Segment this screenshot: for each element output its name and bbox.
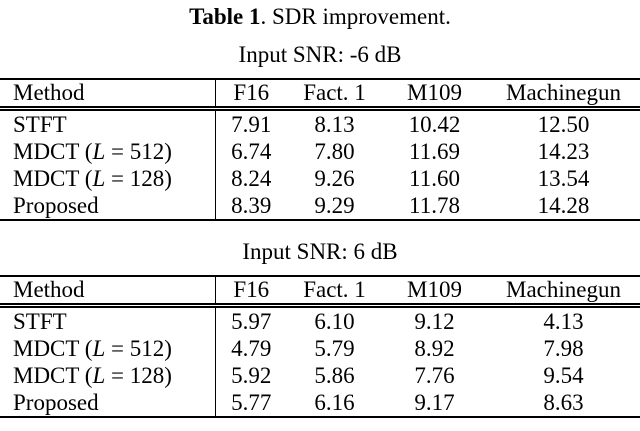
value-cell: 5.77 xyxy=(231,389,272,415)
method-label-post: = 512) xyxy=(105,138,172,164)
value-cell: 5.86 xyxy=(314,362,355,388)
table-row: MDCT (L = 512) 4.79 5.79 8.92 7.98 xyxy=(0,335,640,362)
method-math-var: L xyxy=(92,165,106,191)
value-cell: 6.74 xyxy=(231,138,272,164)
header-row: Method F16 Fact. 1 M109 Machinegun xyxy=(0,276,640,308)
column-header-method: Method xyxy=(0,79,216,111)
caption-text: . SDR improvement. xyxy=(260,4,451,29)
subtable-title-6db: Input SNR: 6 dB xyxy=(242,239,398,264)
value-cell: 4.13 xyxy=(543,308,584,334)
value-cell: 12.50 xyxy=(537,111,590,137)
method-label-post: = 512) xyxy=(105,335,172,361)
method-cell: MDCT (L = 512) xyxy=(0,138,216,165)
column-header-m109: M109 xyxy=(382,276,487,308)
value-cell: 9.29 xyxy=(314,192,355,218)
value-cell: 10.42 xyxy=(408,111,461,137)
table-caption: Table 1. SDR improvement. xyxy=(0,4,640,29)
value-cell: 6.16 xyxy=(314,389,355,415)
column-header-f16: F16 xyxy=(215,79,287,111)
method-cell: MDCT (L = 128) xyxy=(0,362,216,389)
value-cell: 8.92 xyxy=(414,335,455,361)
method-cell: Proposed xyxy=(0,192,216,220)
sdr-table-minus6db: Method F16 Fact. 1 M109 Machinegun STFT … xyxy=(0,78,640,221)
value-cell: 14.23 xyxy=(537,138,590,164)
column-header-f16: F16 xyxy=(215,276,287,308)
caption-label: Table 1 xyxy=(189,4,261,29)
value-cell: 11.60 xyxy=(409,165,460,191)
value-cell: 9.54 xyxy=(543,362,584,388)
subtable-title-minus6db: Input SNR: -6 dB xyxy=(238,42,402,67)
method-math-var: L xyxy=(92,362,106,388)
method-label-post: = 128) xyxy=(105,165,172,191)
method-label: MDCT ( xyxy=(13,138,93,164)
method-cell: MDCT (L = 512) xyxy=(0,335,216,362)
sdr-table-6db: Method F16 Fact. 1 M109 Machinegun STFT … xyxy=(0,275,640,418)
value-cell: 5.79 xyxy=(314,335,355,361)
value-cell: 5.92 xyxy=(231,362,272,388)
value-cell: 14.28 xyxy=(537,192,590,218)
column-header-machinegun: Machinegun xyxy=(487,276,640,308)
column-header-machinegun: Machinegun xyxy=(487,79,640,111)
value-cell: 7.91 xyxy=(231,111,272,137)
method-cell: STFT xyxy=(0,305,216,335)
table-row: MDCT (L = 128) 8.24 9.26 11.60 13.54 xyxy=(0,165,640,192)
method-cell: MDCT (L = 128) xyxy=(0,165,216,192)
column-header-fact1: Fact. 1 xyxy=(287,276,382,308)
table-row: MDCT (L = 128) 5.92 5.86 7.76 9.54 xyxy=(0,362,640,389)
table-row: STFT 7.91 8.13 10.42 12.50 xyxy=(0,108,640,138)
value-cell: 6.10 xyxy=(314,308,355,334)
method-label: Proposed xyxy=(13,389,99,415)
value-cell: 8.13 xyxy=(314,111,355,137)
value-cell: 8.24 xyxy=(231,165,272,191)
value-cell: 5.97 xyxy=(231,308,272,334)
method-math-var: L xyxy=(92,138,106,164)
value-cell: 9.17 xyxy=(414,389,455,415)
method-label: STFT xyxy=(13,308,67,334)
value-cell: 7.80 xyxy=(314,138,355,164)
value-cell: 8.39 xyxy=(231,192,272,218)
column-header-m109: M109 xyxy=(382,79,487,111)
value-cell: 11.78 xyxy=(409,192,460,218)
method-label: STFT xyxy=(13,111,67,137)
header-row: Method F16 Fact. 1 M109 Machinegun xyxy=(0,79,640,111)
table-row: STFT 5.97 6.10 9.12 4.13 xyxy=(0,305,640,335)
value-cell: 7.76 xyxy=(414,362,455,388)
method-math-var: L xyxy=(92,335,106,361)
method-label: MDCT ( xyxy=(13,335,93,361)
method-cell: Proposed xyxy=(0,389,216,417)
value-cell: 4.79 xyxy=(231,335,272,361)
method-label: Proposed xyxy=(13,192,99,218)
method-cell: STFT xyxy=(0,108,216,138)
value-cell: 7.98 xyxy=(543,335,584,361)
value-cell: 11.69 xyxy=(409,138,460,164)
value-cell: 9.12 xyxy=(414,308,455,334)
method-label: MDCT ( xyxy=(13,165,93,191)
table-row: MDCT (L = 512) 6.74 7.80 11.69 14.23 xyxy=(0,138,640,165)
table-row: Proposed 8.39 9.29 11.78 14.28 xyxy=(0,192,640,220)
value-cell: 8.63 xyxy=(543,389,584,415)
column-header-fact1: Fact. 1 xyxy=(287,79,382,111)
value-cell: 9.26 xyxy=(314,165,355,191)
table-row: Proposed 5.77 6.16 9.17 8.63 xyxy=(0,389,640,417)
column-header-method: Method xyxy=(0,276,216,308)
method-label-post: = 128) xyxy=(105,362,172,388)
value-cell: 13.54 xyxy=(537,165,590,191)
method-label: MDCT ( xyxy=(13,362,93,388)
